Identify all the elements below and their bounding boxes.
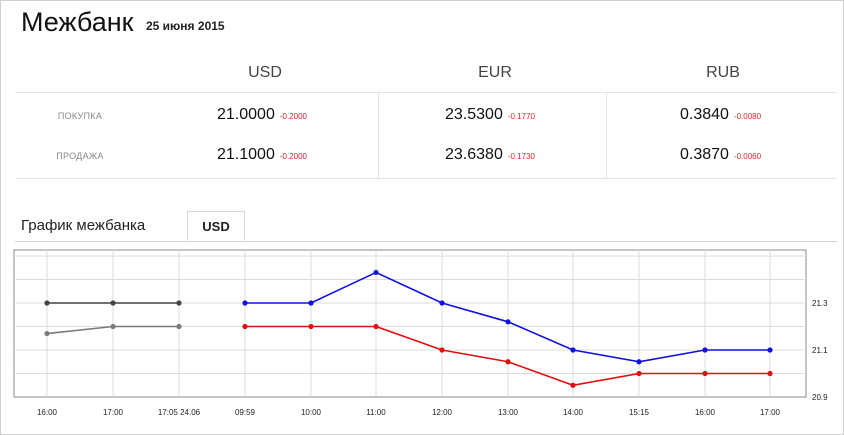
data-point <box>242 300 248 306</box>
rate-usd-buy: 21.0000 -0.2000 <box>217 106 307 124</box>
rate-rub-sell: 0.3870 -0.0060 <box>680 146 761 164</box>
rate-eur-sell: 23.6380 -0.1730 <box>445 146 535 164</box>
x-tick-label: 14:00 <box>563 408 584 417</box>
y-tick-label: 20.9 <box>812 393 828 402</box>
data-point <box>439 300 445 306</box>
data-point <box>702 347 708 353</box>
rate-value: 0.3840 <box>680 106 729 123</box>
rate-change: -0.2000 <box>279 152 307 161</box>
data-point <box>242 323 248 330</box>
data-point <box>373 323 379 330</box>
tab-bar-line <box>15 241 837 242</box>
rate-value: 23.6380 <box>445 146 503 163</box>
data-point <box>176 323 182 330</box>
x-tick-label: 09:59 <box>235 408 256 417</box>
x-tick-label: 17:00 <box>760 408 781 417</box>
column-divider <box>606 93 607 178</box>
data-point <box>308 300 314 306</box>
data-point <box>636 370 642 377</box>
column-divider <box>378 93 379 178</box>
x-tick-label: 17:00 <box>103 408 124 417</box>
data-point <box>110 323 116 330</box>
chart-section-title: График межбанка <box>21 217 146 234</box>
data-point <box>570 347 576 353</box>
rates-table: ПОКУПКА 21.0000 -0.2000 23.5300 -0.1770 0.… <box>15 92 837 179</box>
x-tick-label: 16:00 <box>37 408 58 417</box>
rate-eur-buy: 23.5300 -0.1770 <box>445 106 535 124</box>
rate-usd-sell: 21.1000 -0.2000 <box>217 146 307 164</box>
rate-change: -0.0060 <box>733 152 762 161</box>
row-label-sell: ПРОДАЖА <box>56 151 104 161</box>
rate-change: -0.0080 <box>733 112 762 121</box>
data-point <box>176 300 182 306</box>
date-label: 25 июня 2015 <box>146 19 225 33</box>
rate-value: 0.3870 <box>680 146 729 163</box>
data-point <box>505 319 511 325</box>
rate-rub-buy: 0.3840 -0.0080 <box>680 106 761 124</box>
rate-change: -0.1770 <box>507 112 535 121</box>
row-label-buy: ПОКУПКА <box>57 111 103 121</box>
x-tick-label: 15:15 <box>629 408 650 417</box>
data-point <box>44 330 50 337</box>
currency-header-rub: RUB <box>706 64 740 81</box>
x-tick-label: 11:00 <box>366 408 386 417</box>
data-point <box>702 370 708 377</box>
x-tick-label: 12:00 <box>432 408 453 417</box>
data-point <box>570 382 576 388</box>
x-tick-label: 10:00 <box>301 408 322 417</box>
data-point <box>110 300 116 306</box>
data-point <box>505 359 511 365</box>
data-point <box>373 269 379 276</box>
data-point <box>308 323 314 330</box>
rate-value: 21.1000 <box>217 146 275 163</box>
currency-header-usd: USD <box>248 64 282 81</box>
rate-change: -0.2000 <box>279 112 307 121</box>
y-tick-label: 21.3 <box>812 299 828 308</box>
data-point <box>767 347 773 353</box>
data-point <box>439 347 445 353</box>
page-title: Межбанк <box>21 7 134 37</box>
data-point <box>44 300 50 306</box>
plot-area <box>13 249 807 398</box>
rate-change: -0.1730 <box>507 152 535 161</box>
x-tick-label: 16:00 <box>695 408 716 417</box>
tab-usd[interactable]: USD <box>187 211 245 241</box>
y-tick-label: 21.1 <box>812 346 828 355</box>
x-tick-label: 13:00 <box>498 408 519 417</box>
currency-header-eur: EUR <box>478 64 512 81</box>
data-point <box>767 370 773 377</box>
x-tick-label: 17:05 24.06 <box>158 408 201 417</box>
rate-value: 21.0000 <box>217 106 275 123</box>
data-point <box>636 359 642 365</box>
rate-value: 23.5300 <box>445 106 503 123</box>
